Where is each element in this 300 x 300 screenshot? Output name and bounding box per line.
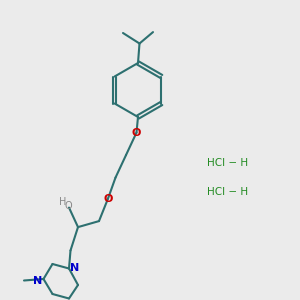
Text: O: O: [103, 194, 113, 204]
Text: H: H: [59, 197, 66, 207]
Text: O: O: [132, 128, 141, 138]
Text: HCl − H: HCl − H: [207, 158, 249, 169]
Text: N: N: [33, 275, 42, 286]
Text: O: O: [64, 201, 72, 211]
Text: N: N: [70, 263, 79, 273]
Text: HCl − H: HCl − H: [207, 187, 249, 197]
